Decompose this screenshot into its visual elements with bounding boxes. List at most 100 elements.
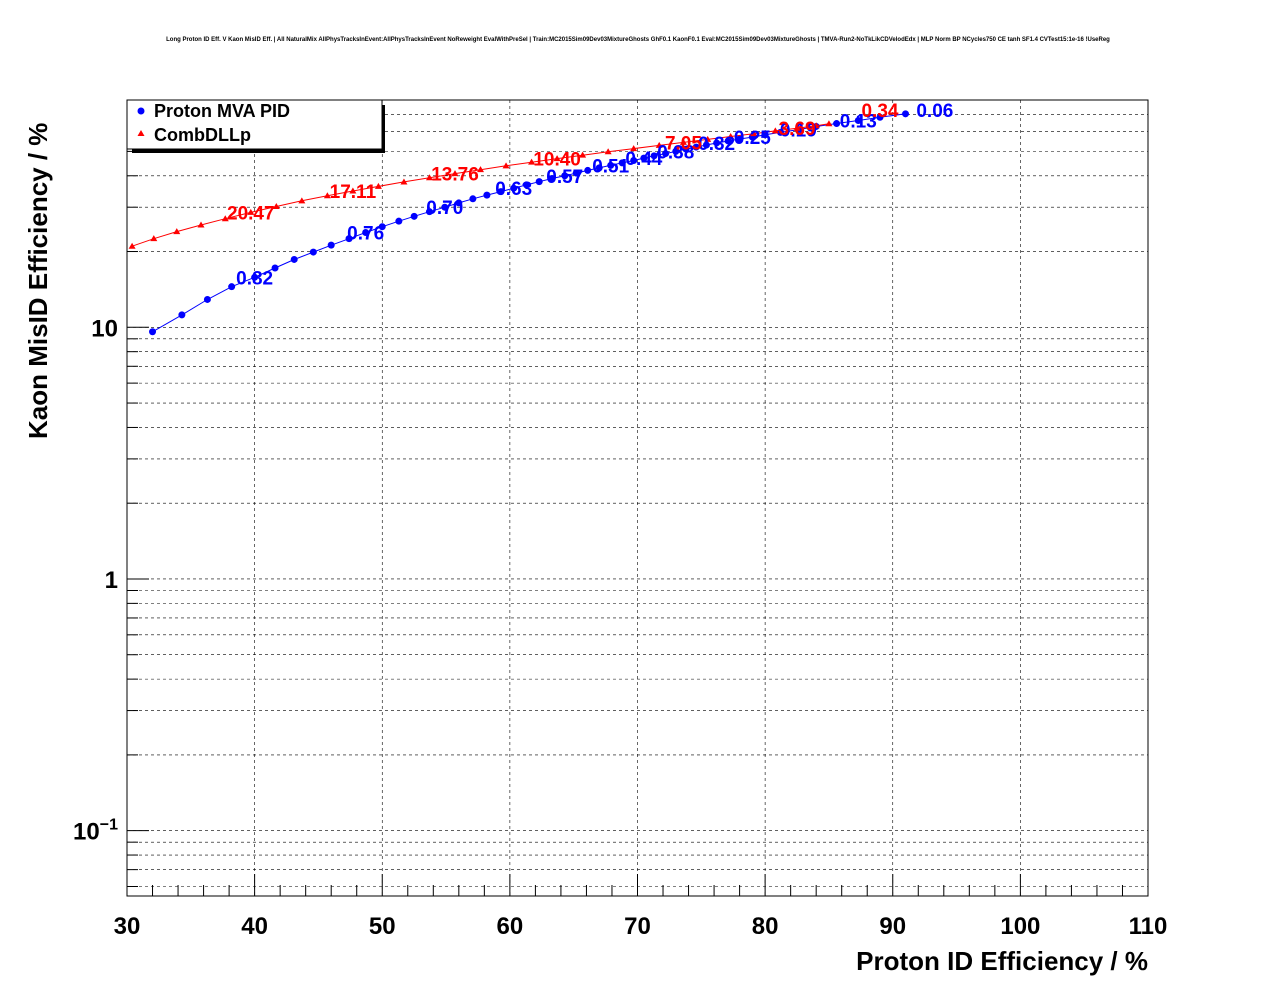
- data-point-combdllp: [173, 228, 181, 235]
- data-point-combdllp: [704, 135, 712, 142]
- x-tick-label: 80: [752, 913, 779, 940]
- data-point-proton-mva: [362, 229, 370, 237]
- data-point-combdllp: [604, 148, 612, 155]
- x-tick-label: 50: [369, 913, 396, 940]
- data-point-proton-mva: [682, 145, 690, 153]
- data-point-proton-mva: [692, 143, 700, 151]
- data-point-proton-mva: [309, 248, 317, 256]
- data-point-combdllp: [727, 132, 735, 139]
- data-point-proton-mva: [497, 188, 505, 196]
- data-point-combdllp: [451, 170, 459, 177]
- axis-ticks: 30 40 50 60 70 80 90 100 110 10 1 10−1: [73, 99, 1168, 940]
- data-point-proton-mva: [595, 164, 603, 172]
- point-label-proton-mva: 0.63: [495, 179, 532, 200]
- data-point-proton-mva: [548, 175, 556, 183]
- y-axis-title: Kaon MisID Efficiency / %: [23, 123, 53, 439]
- data-point-proton-mva: [724, 137, 732, 145]
- data-point-proton-mva: [178, 311, 186, 319]
- data-point-combdllp: [400, 178, 408, 185]
- data-point-combdllp: [679, 138, 687, 145]
- point-label-proton-mva: 0.82: [236, 268, 273, 289]
- point-label-combdllp: 3.69: [779, 119, 816, 140]
- data-point-proton-mva: [672, 147, 680, 155]
- data-point-proton-mva: [455, 199, 463, 207]
- point-label-proton-mva: 0.38: [657, 142, 694, 163]
- point-label-proton-mva: 0.51: [592, 156, 629, 177]
- data-point-combdllp: [150, 235, 158, 242]
- data-point-proton-mva: [584, 166, 592, 174]
- x-tick-label: 100: [1000, 913, 1040, 940]
- point-label-proton-mva: 0.25: [734, 128, 771, 149]
- data-point-combdllp: [272, 202, 280, 209]
- point-label-combdllp: 13.76: [431, 165, 479, 186]
- data-point-proton-mva: [702, 141, 710, 149]
- x-tick-label: 30: [114, 913, 141, 940]
- data-point-proton-mva: [483, 191, 491, 199]
- point-label-proton-mva: 0.57: [546, 167, 583, 188]
- point-label-combdllp: 10.40: [533, 150, 581, 171]
- point-label-proton-mva: 0.19: [780, 121, 817, 142]
- data-point-combdllp: [825, 120, 833, 127]
- y-tick-label: 10: [91, 315, 118, 342]
- data-point-proton-mva: [290, 255, 298, 263]
- data-point-proton-mva: [618, 159, 626, 167]
- data-point-combdllp: [579, 151, 587, 158]
- data-point-proton-mva: [251, 273, 259, 281]
- data-point-proton-mva: [607, 161, 615, 169]
- data-point-proton-mva: [149, 328, 157, 336]
- point-label-proton-mva: 0.76: [347, 224, 384, 245]
- x-tick-label: 90: [879, 913, 906, 940]
- data-point-proton-mva: [510, 184, 518, 192]
- data-point-proton-mva: [327, 241, 335, 249]
- data-point-proton-mva: [662, 150, 670, 158]
- data-point-proton-mva: [761, 131, 769, 139]
- data-point-combdllp: [128, 242, 136, 249]
- data-point-proton-mva: [410, 212, 418, 220]
- data-point-proton-mva: [345, 235, 353, 243]
- data-point-proton-mva: [572, 169, 580, 177]
- data-point-combdllp: [655, 141, 663, 148]
- data-point-proton-mva: [203, 295, 211, 303]
- data-point-proton-mva: [378, 223, 386, 231]
- data-point-proton-mva: [854, 117, 862, 125]
- data-point-combdllp: [349, 187, 357, 194]
- data-point-proton-mva: [650, 152, 658, 160]
- x-tick-label: 60: [497, 913, 524, 940]
- data-point-proton-mva: [441, 203, 449, 211]
- data-point-proton-mva: [425, 208, 433, 216]
- data-point-combdllp: [502, 162, 510, 169]
- x-tick-label: 110: [1129, 913, 1168, 940]
- data-point-proton-mva: [469, 195, 477, 203]
- data-point-proton-mva: [395, 217, 403, 225]
- point-label-proton-mva: 0.44: [625, 149, 662, 170]
- data-point-proton-mva: [736, 135, 744, 143]
- series-line-combdllp: [131, 123, 829, 247]
- data-point-proton-mva: [522, 181, 530, 189]
- data-point-combdllp: [221, 215, 229, 222]
- point-label-proton-mva: 0.32: [698, 134, 735, 155]
- data-point-combdllp: [323, 192, 331, 199]
- data-point-proton-mva: [640, 154, 648, 162]
- x-axis-title: Proton ID Efficiency / %: [856, 946, 1148, 976]
- point-label-combdllp: 0.34: [861, 101, 898, 122]
- data-point-proton-mva: [535, 178, 543, 186]
- data-point-proton-mva: [228, 283, 236, 291]
- y-tick-label: 1: [105, 567, 118, 594]
- data-point-combdllp: [528, 158, 536, 165]
- grid: [127, 99, 1148, 896]
- data-point-combdllp: [553, 155, 561, 162]
- data-point-proton-mva: [630, 156, 638, 164]
- data-point-combdllp: [374, 182, 382, 189]
- data-point-proton-mva: [561, 172, 569, 180]
- point-labels-layer: 0.82 0.76 0.70 0.63 0.57 0.510.440.38 0.320.25…: [227, 101, 953, 289]
- point-label-combdllp: 7.05: [665, 133, 702, 154]
- data-point-combdllp: [771, 127, 779, 134]
- data-point-combdllp: [750, 130, 758, 137]
- point-label-proton-mva: 0.70: [426, 198, 463, 219]
- point-label-proton-mva: 0.13: [840, 112, 877, 133]
- x-tick-label: 70: [624, 913, 651, 940]
- legend-label-combdllp: CombDLLp: [154, 125, 251, 145]
- point-label-proton-mva: 0.06: [916, 101, 953, 122]
- chart-title: Long Proton ID Eff. V Kaon MisID Eff. | …: [166, 37, 1110, 43]
